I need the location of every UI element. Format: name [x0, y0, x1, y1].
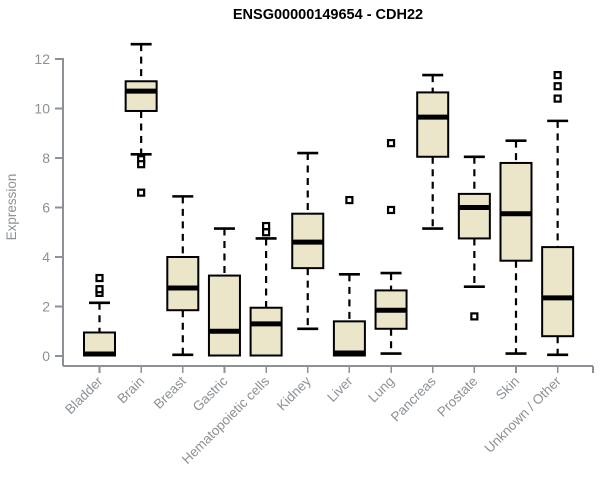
x-tick-label-gastric: Gastric [190, 373, 231, 414]
boxplot-skin [499, 139, 533, 355]
x-tick-label-prostate: Prostate [434, 374, 480, 420]
boxplot-kidney [291, 151, 325, 331]
box-rect [416, 91, 450, 158]
y-tick-label: 4 [42, 249, 50, 265]
boxplot-brain [124, 42, 158, 197]
outlier-point [137, 160, 146, 169]
box-rect [332, 320, 366, 357]
y-tick-label: 0 [42, 348, 50, 364]
x-tick-label-bladder: Bladder [62, 373, 106, 417]
y-tick-label: 6 [42, 200, 50, 216]
y-axis-label: Expression [4, 174, 19, 241]
outlier-point [345, 195, 354, 205]
boxplot-liver [332, 195, 366, 357]
outlier-point [386, 205, 396, 215]
outlier-point [553, 82, 562, 91]
boxplot-pancreas [416, 73, 450, 230]
y-tick-label: 10 [34, 101, 50, 117]
x-tick-label-breast: Breast [151, 373, 189, 411]
outlier-point [386, 139, 396, 148]
outlier-point [137, 188, 146, 197]
outlier-point [95, 285, 104, 294]
outlier-point [553, 94, 562, 103]
boxplot-gastric [207, 227, 241, 357]
outlier-point [262, 221, 271, 231]
chart-title: ENSG00000149654 - CDH22 [232, 7, 424, 23]
boxplot-prostate [457, 155, 491, 321]
box-rect [124, 80, 158, 112]
y-tick-label: 2 [42, 299, 50, 315]
box-rect [457, 192, 491, 240]
x-tick-label-pancreas: Pancreas [388, 373, 439, 424]
x-tick-label-brain: Brain [114, 374, 147, 407]
boxplot-breast [166, 195, 200, 357]
y-tick-label: 8 [42, 150, 50, 166]
boxplot-lung [374, 139, 408, 355]
x-tick-label-unknown-other: Unknown / Other [482, 373, 565, 456]
x-tick-label-liver: Liver [324, 373, 356, 405]
box-rect [207, 274, 241, 357]
box-rect [249, 306, 283, 357]
x-tick-label-lung: Lung [365, 374, 397, 406]
outlier-point [553, 70, 562, 80]
boxplot-unknown-other [541, 70, 575, 357]
box-rect [166, 256, 200, 312]
x-tick-label-skin: Skin [493, 374, 522, 403]
y-tick-label: 12 [34, 51, 50, 67]
boxplot-hematopoietic-cells [249, 221, 283, 357]
x-tick-label-kidney: Kidney [274, 373, 314, 413]
box-rect [541, 246, 575, 338]
outlier-point [95, 273, 104, 283]
outlier-point [470, 312, 479, 321]
boxplot-bladder [83, 273, 116, 357]
